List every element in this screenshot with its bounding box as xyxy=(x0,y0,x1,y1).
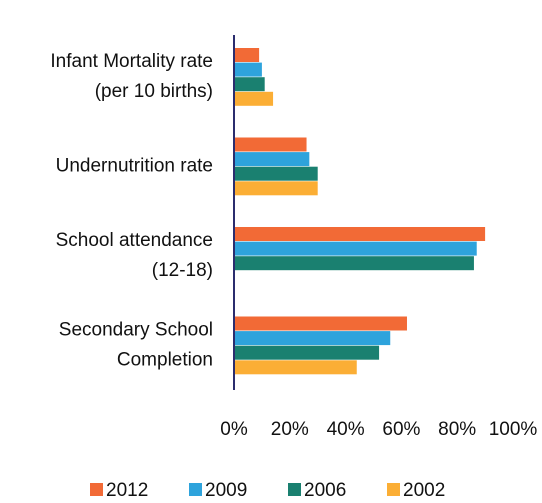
bar xyxy=(234,152,310,167)
legend-label: 2002 xyxy=(403,480,445,501)
x-tick-label: 20% xyxy=(271,419,309,440)
bar xyxy=(234,181,318,196)
x-tick-label: 80% xyxy=(438,419,476,440)
bar xyxy=(234,331,391,346)
bar xyxy=(234,137,307,152)
legend-swatch xyxy=(90,483,103,496)
category-label: Undernutrition rate xyxy=(56,156,213,177)
legend-label: 2006 xyxy=(304,480,346,501)
category-label: Secondary School xyxy=(59,320,213,341)
legend-swatch xyxy=(288,483,301,496)
legend-swatch xyxy=(387,483,400,496)
category-label: Infant Mortality rate xyxy=(50,51,213,72)
bar xyxy=(234,166,318,181)
category-label: (per 10 births) xyxy=(95,81,213,102)
legend-swatch xyxy=(189,483,202,496)
x-tick-label: 100% xyxy=(489,419,538,440)
x-tick-label: 60% xyxy=(382,419,420,440)
bar xyxy=(234,62,262,77)
bar xyxy=(234,256,474,271)
bar xyxy=(234,227,486,241)
category-label: (12-18) xyxy=(152,260,213,281)
x-tick-label: 0% xyxy=(220,419,248,440)
legend-label: 2009 xyxy=(205,480,247,501)
category-label: School attendance xyxy=(56,230,213,251)
bar xyxy=(234,316,407,331)
bar xyxy=(234,360,357,375)
bar xyxy=(234,48,260,62)
category-label: Completion xyxy=(117,350,213,371)
x-tick-label: 40% xyxy=(327,419,365,440)
bar xyxy=(234,77,265,92)
bar xyxy=(234,91,274,106)
bar xyxy=(234,241,477,256)
bar xyxy=(234,345,380,360)
legend-label: 2012 xyxy=(106,480,148,501)
